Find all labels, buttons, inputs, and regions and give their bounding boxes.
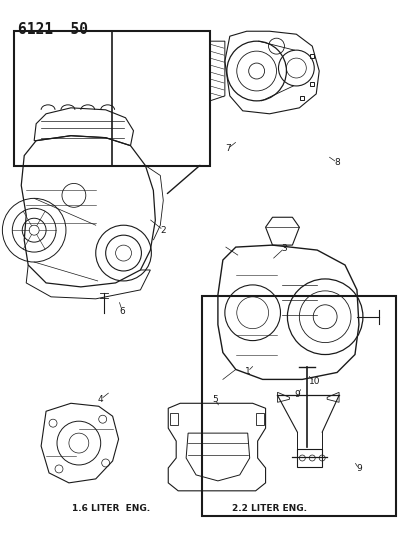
Bar [202,296,396,516]
Text: 6121  50: 6121 50 [18,21,88,37]
Text: 1.6 LITER  ENG.: 1.6 LITER ENG. [71,504,150,513]
Text: 2: 2 [160,225,166,235]
Text: 3: 3 [282,244,287,253]
Text: 5: 5 [212,395,218,404]
Text: 4: 4 [98,395,104,404]
Bar [256,413,264,425]
Bar [297,449,322,467]
Text: 2.2 LITER ENG.: 2.2 LITER ENG. [232,504,307,513]
Text: 10: 10 [308,377,320,386]
Text: 8: 8 [334,158,340,167]
Bar [13,30,210,166]
Text: 6: 6 [120,307,125,316]
Text: 7: 7 [225,144,231,153]
Bar [170,413,178,425]
Text: 9: 9 [356,464,362,473]
Text: 9: 9 [295,390,300,399]
Text: 1: 1 [245,367,251,376]
